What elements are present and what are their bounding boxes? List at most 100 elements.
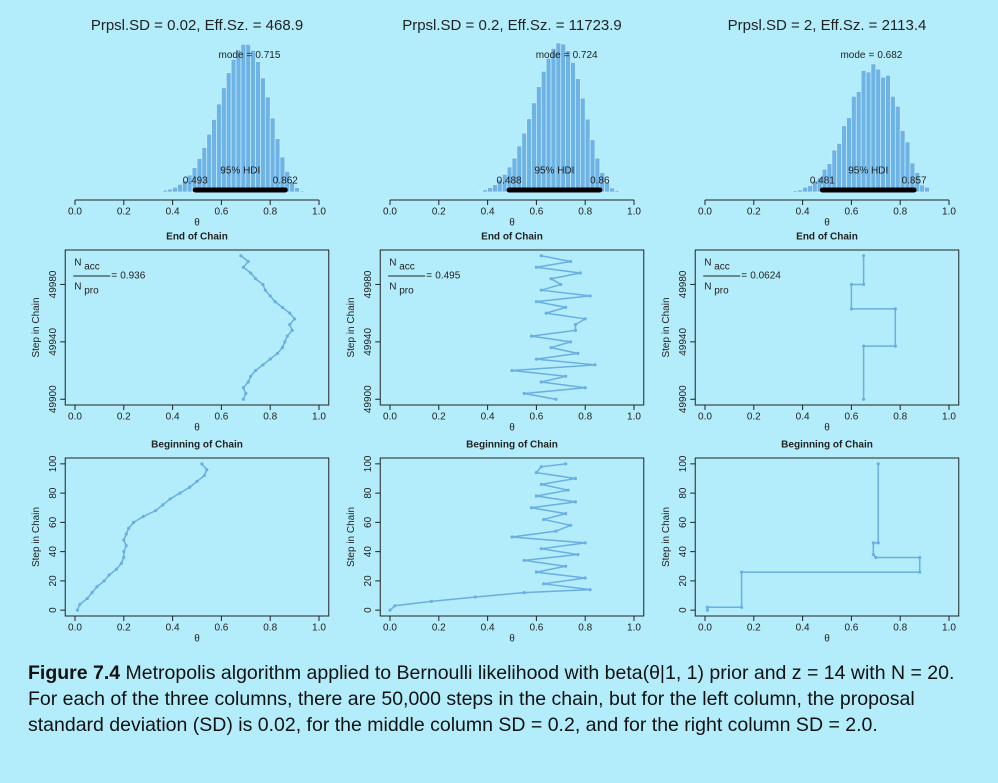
y-tick-label: 100 bbox=[678, 455, 689, 472]
trace-point bbox=[576, 552, 580, 557]
trace-point bbox=[583, 541, 587, 545]
trace-point bbox=[893, 307, 897, 311]
y-axis-label: Step in Chain bbox=[346, 297, 357, 357]
trace-point bbox=[588, 294, 592, 298]
y-tick-label: 60 bbox=[363, 516, 374, 528]
trace-point bbox=[740, 605, 744, 609]
trace-point bbox=[849, 307, 854, 311]
x-axis-label: θ bbox=[194, 218, 200, 229]
trace-point bbox=[288, 311, 292, 315]
x-tick-label: 1.0 bbox=[312, 623, 326, 634]
histogram-bar bbox=[890, 95, 896, 193]
trace-point bbox=[554, 397, 558, 401]
trace-point bbox=[568, 259, 573, 264]
hdi-end-label: 0.862 bbox=[273, 176, 298, 187]
hdi-end-label: 0.857 bbox=[902, 176, 927, 187]
trace-point bbox=[862, 282, 866, 287]
mode-word: mode bbox=[536, 50, 561, 61]
trace-point bbox=[554, 529, 558, 533]
ratio-sign: = bbox=[741, 271, 747, 282]
trace-point bbox=[141, 514, 145, 519]
trace-point bbox=[918, 555, 922, 560]
caption-label: Figure 7.4 bbox=[28, 662, 121, 684]
x-tick-label: 0.8 bbox=[893, 207, 907, 218]
trace-point bbox=[239, 254, 243, 258]
trace-point bbox=[573, 323, 578, 327]
histogram-bar bbox=[609, 187, 615, 193]
y-tick-label: 100 bbox=[48, 455, 59, 472]
trace-point bbox=[583, 317, 587, 321]
histogram-bar bbox=[526, 118, 532, 193]
histogram-bar bbox=[836, 143, 842, 193]
x-tick-label: 0.0 bbox=[698, 412, 712, 423]
trace-point bbox=[268, 357, 272, 361]
trace-point bbox=[249, 374, 253, 378]
trace-point bbox=[119, 561, 123, 565]
trace-point bbox=[740, 570, 744, 574]
trace-point bbox=[114, 567, 119, 571]
trace-point bbox=[534, 471, 539, 475]
trace-point bbox=[542, 517, 546, 522]
trace-point bbox=[246, 380, 250, 384]
trace-point bbox=[588, 588, 592, 592]
trace-point bbox=[534, 494, 539, 498]
trace-point bbox=[522, 391, 526, 396]
y-tick-label: 0 bbox=[678, 607, 689, 613]
trace-point bbox=[583, 386, 587, 390]
y-tick-label: 80 bbox=[48, 487, 59, 499]
panel-title: End of Chain bbox=[166, 232, 228, 243]
x-tick-label: 0.8 bbox=[578, 207, 592, 218]
y-tick-label: 49980 bbox=[48, 270, 59, 298]
trace-point bbox=[564, 511, 568, 516]
trace-point bbox=[862, 397, 866, 401]
trace-point bbox=[705, 608, 710, 612]
trace-point bbox=[249, 271, 253, 275]
trace-point bbox=[705, 605, 710, 609]
ratio-value: 0.936 bbox=[120, 271, 145, 282]
trace-point bbox=[85, 596, 89, 601]
x-tick-label: 0.0 bbox=[698, 207, 712, 218]
trace-point bbox=[876, 462, 880, 466]
histogram-bar bbox=[167, 188, 173, 193]
y-axis-label: Step in Chain bbox=[661, 297, 672, 357]
trace-point bbox=[549, 277, 553, 281]
plot-frame bbox=[64, 249, 330, 406]
hdi-label: 95% HDI bbox=[848, 166, 888, 177]
mode-word: mode bbox=[219, 50, 244, 61]
y-tick-label: 80 bbox=[678, 487, 689, 499]
y-tick-label: 20 bbox=[48, 575, 59, 587]
trace-point bbox=[539, 482, 543, 486]
trace-point bbox=[244, 391, 248, 396]
ratio-sub: acc bbox=[399, 262, 415, 273]
mode-word: mode bbox=[840, 50, 865, 61]
x-tick-label: 0.4 bbox=[166, 412, 180, 423]
trace-point bbox=[131, 520, 136, 524]
x-axis-label: θ bbox=[509, 423, 515, 434]
trace-point bbox=[293, 317, 297, 321]
plot-frame bbox=[694, 457, 960, 617]
x-axis-label: θ bbox=[824, 634, 830, 645]
x-tick-label: 0.0 bbox=[698, 623, 712, 634]
histogram-bar bbox=[162, 189, 169, 193]
x-tick-label: 1.0 bbox=[312, 207, 326, 218]
histogram-bar bbox=[487, 187, 493, 193]
panel-title: End of Chain bbox=[481, 232, 543, 243]
hdi-end-label: 0.481 bbox=[810, 176, 835, 187]
trace-point bbox=[275, 351, 280, 355]
trace-point bbox=[122, 555, 126, 560]
y-axis-label: Step in Chain bbox=[661, 507, 672, 567]
ratio-sub: pro bbox=[399, 286, 414, 297]
x-tick-label: 0.8 bbox=[893, 623, 907, 634]
x-tick-label: 0.0 bbox=[68, 623, 82, 634]
x-tick-label: 0.6 bbox=[214, 623, 228, 634]
trace-point bbox=[918, 570, 922, 574]
y-tick-label: 100 bbox=[363, 455, 374, 472]
mode-value: 0.715 bbox=[255, 50, 280, 61]
mode-sign: = bbox=[247, 50, 253, 61]
trace-point bbox=[893, 344, 897, 348]
trace-point bbox=[573, 500, 578, 504]
histogram-bar bbox=[531, 102, 537, 193]
trace-point bbox=[529, 334, 534, 338]
trace-point bbox=[90, 590, 94, 595]
